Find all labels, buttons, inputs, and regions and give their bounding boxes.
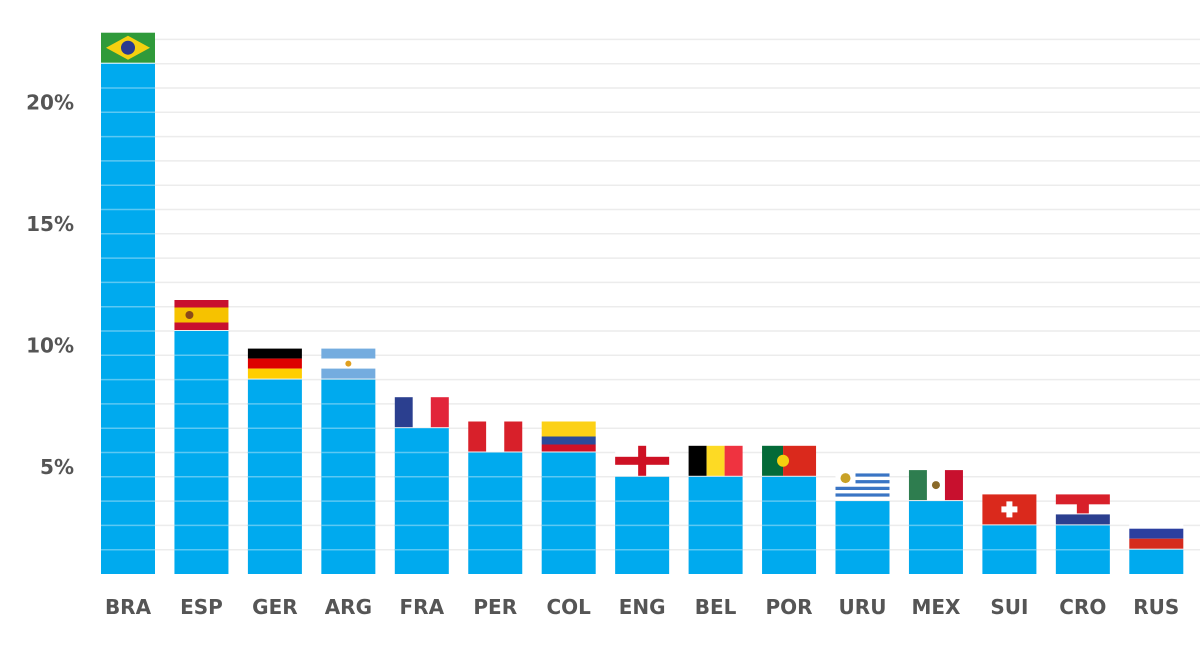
x-tick-label: MEX	[911, 595, 961, 619]
portugal-flag-icon	[762, 445, 817, 476]
x-tick-label: CRO	[1059, 595, 1106, 619]
bar-per	[468, 452, 523, 574]
x-tick-label: SUI	[990, 595, 1028, 619]
france-flag-icon	[394, 397, 449, 428]
bar-rus	[1129, 549, 1184, 574]
bars	[101, 63, 1184, 574]
x-axis-labels: BRA ESP GER ARG FRA PER COL ENG BEL POR URU MEX SUI C…	[105, 595, 1179, 619]
bar-col	[541, 452, 596, 574]
colombia-flag-icon	[541, 421, 596, 452]
x-tick-label: COL	[546, 595, 591, 619]
bar-uru	[835, 501, 890, 574]
x-tick-label: ARG	[325, 595, 372, 619]
x-tick-label: BRA	[105, 595, 152, 619]
y-axis-ticks: 5% 10% 15% 20%	[26, 91, 74, 479]
mexico-flag-icon	[908, 470, 963, 501]
croatia-flag-icon	[1055, 494, 1110, 525]
x-tick-label: ESP	[180, 595, 223, 619]
x-tick-label: POR	[766, 595, 813, 619]
argentina-flag-icon	[321, 348, 376, 379]
x-tick-label: FRA	[400, 595, 445, 619]
switzerland-flag-icon	[982, 494, 1037, 525]
x-tick-label: RUS	[1133, 595, 1179, 619]
germany-flag-icon	[247, 348, 302, 379]
russia-flag-icon	[1129, 518, 1184, 549]
x-tick-label: PER	[473, 595, 517, 619]
x-tick-label: ENG	[619, 595, 666, 619]
x-tick-label: BEL	[695, 595, 737, 619]
flags	[101, 32, 1184, 549]
belgium-flag-icon	[688, 445, 743, 476]
bar-bra	[101, 63, 155, 574]
england-flag-icon	[615, 445, 670, 476]
uruguay-flag-icon	[835, 470, 890, 501]
bar-mex	[908, 501, 963, 574]
y-tick-label: 15%	[26, 212, 74, 236]
x-tick-label: URU	[839, 595, 887, 619]
peru-flag-icon	[468, 421, 523, 452]
x-tick-label: GER	[252, 595, 297, 619]
brazil-flag-icon	[101, 32, 155, 63]
y-tick-label: 10%	[26, 334, 74, 358]
gridlines	[155, 38, 1200, 551]
y-tick-label: 5%	[40, 455, 74, 479]
spain-flag-icon	[174, 300, 229, 330]
y-tick-label: 20%	[26, 91, 74, 115]
